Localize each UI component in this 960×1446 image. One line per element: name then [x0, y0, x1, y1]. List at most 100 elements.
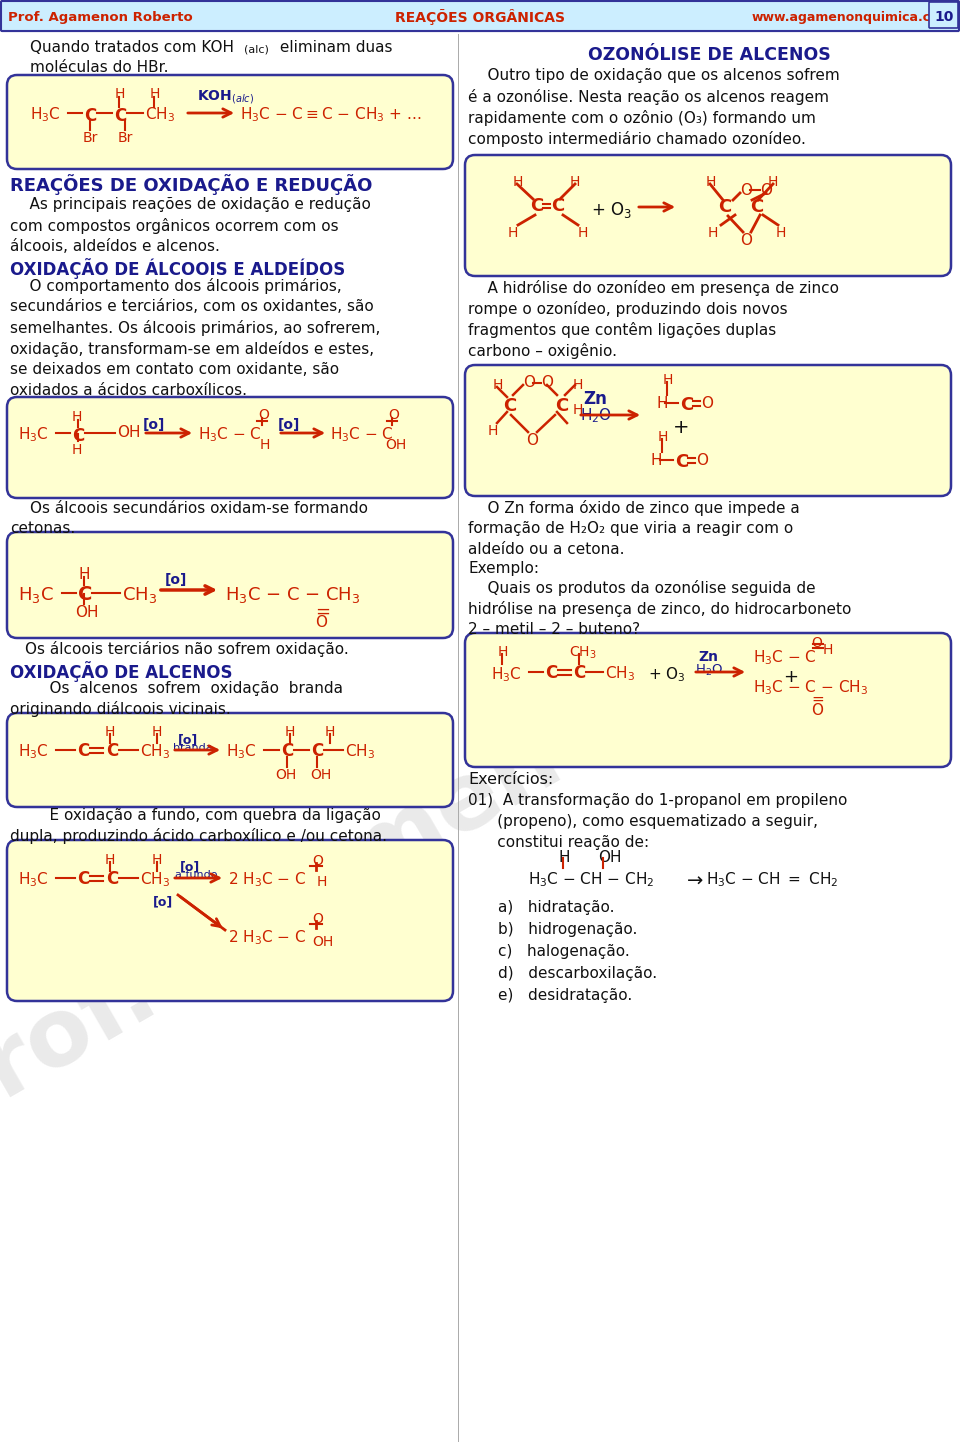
Text: H$_3$C $-$ CH $=$ CH$_2$: H$_3$C $-$ CH $=$ CH$_2$: [706, 870, 838, 889]
Text: (propeno), como esquematizado a seguir,: (propeno), como esquematizado a seguir,: [468, 814, 818, 829]
Text: $+$ O$_3$: $+$ O$_3$: [648, 665, 685, 684]
Text: H: H: [105, 724, 115, 739]
Text: Br: Br: [118, 132, 133, 145]
Text: H$_3$C $-$ C: H$_3$C $-$ C: [330, 425, 394, 444]
Text: CH$_3$: CH$_3$: [569, 645, 596, 661]
Text: oxidados a ácidos carboxílicos.: oxidados a ácidos carboxílicos.: [10, 383, 247, 398]
Text: H: H: [150, 87, 160, 101]
Text: branda: branda: [173, 743, 212, 753]
Text: H$_3$C: H$_3$C: [491, 665, 521, 684]
Text: H: H: [115, 87, 126, 101]
Text: H: H: [823, 643, 833, 656]
FancyBboxPatch shape: [7, 75, 453, 169]
Text: secundários e terciários, com os oxidantes, são: secundários e terciários, com os oxidant…: [10, 299, 373, 314]
Text: O: O: [523, 375, 535, 390]
Text: Os álcoois secundários oxidam-se formando: Os álcoois secundários oxidam-se formand…: [30, 500, 368, 516]
Text: E oxidação a fundo, com quebra da ligação: E oxidação a fundo, com quebra da ligaçã…: [30, 808, 381, 823]
Text: OH: OH: [385, 438, 406, 453]
Text: =: =: [811, 693, 824, 707]
Text: H: H: [658, 429, 668, 444]
FancyBboxPatch shape: [465, 155, 951, 276]
Text: 2 H$_3$C $-$ C: 2 H$_3$C $-$ C: [228, 870, 306, 889]
Text: H: H: [558, 850, 569, 865]
Text: 2 H$_3$C $-$ C: 2 H$_3$C $-$ C: [228, 928, 306, 947]
Text: C: C: [545, 664, 557, 683]
Text: H: H: [573, 377, 584, 392]
Text: H$_3$C: H$_3$C: [226, 742, 256, 761]
Text: H$_3$C $-$ C $-$ CH$_3$: H$_3$C $-$ C $-$ CH$_3$: [753, 678, 868, 697]
Text: H: H: [152, 724, 162, 739]
Text: composto intermediário chamado ozonídeo.: composto intermediário chamado ozonídeo.: [468, 132, 805, 147]
Text: [o]: [o]: [180, 860, 201, 873]
FancyBboxPatch shape: [7, 840, 453, 1001]
Text: H: H: [317, 875, 327, 889]
Text: [o]: [o]: [165, 573, 187, 587]
Text: Outro tipo de oxidação que os alcenos sofrem: Outro tipo de oxidação que os alcenos so…: [468, 68, 840, 82]
Text: H: H: [498, 645, 509, 659]
Text: C: C: [675, 453, 688, 471]
Text: C: C: [77, 742, 89, 761]
Text: CH$_3$: CH$_3$: [145, 106, 175, 124]
Text: O: O: [258, 408, 269, 422]
Text: 2 – metil – 2 – buteno?: 2 – metil – 2 – buteno?: [468, 622, 640, 638]
Text: Quais os produtos da ozonólise seguida de: Quais os produtos da ozonólise seguida d…: [468, 580, 816, 596]
Text: constitui reação de:: constitui reação de:: [468, 834, 649, 850]
Text: Quando tratados com KOH: Quando tratados com KOH: [30, 40, 234, 55]
Text: H$_3$C $-$ C: H$_3$C $-$ C: [753, 648, 817, 667]
FancyBboxPatch shape: [7, 398, 453, 497]
Text: H$_2$O: H$_2$O: [695, 664, 723, 678]
Text: C: C: [530, 197, 543, 215]
Text: H: H: [488, 424, 498, 438]
Text: Exercícios:: Exercícios:: [468, 772, 553, 787]
Text: fragmentos que contêm ligações duplas: fragmentos que contêm ligações duplas: [468, 322, 777, 338]
Text: H: H: [260, 438, 271, 453]
Text: REAÇÕES DE OXIDAÇÃO E REDUÇÃO: REAÇÕES DE OXIDAÇÃO E REDUÇÃO: [10, 174, 372, 195]
Text: b)   hidrogenação.: b) hidrogenação.: [498, 923, 637, 937]
Text: C: C: [680, 396, 693, 414]
Text: +: +: [673, 418, 689, 437]
Text: a fundo: a fundo: [175, 870, 218, 881]
Text: Br: Br: [83, 132, 98, 145]
Text: a)   hidratação.: a) hidratação.: [498, 899, 614, 915]
Text: O: O: [541, 375, 553, 390]
Text: KOH$_{(alc)}$: KOH$_{(alc)}$: [197, 88, 254, 106]
Text: O: O: [388, 408, 398, 422]
Text: eliminam duas: eliminam duas: [275, 40, 393, 55]
Text: Zn: Zn: [583, 390, 607, 408]
Text: OH: OH: [310, 768, 331, 782]
Text: [o]: [o]: [143, 418, 165, 432]
Text: H: H: [578, 226, 588, 240]
FancyBboxPatch shape: [1, 1, 959, 30]
Text: Zn: Zn: [698, 651, 718, 664]
Text: Prof. Agamenon: Prof. Agamenon: [0, 646, 692, 1152]
Text: H: H: [656, 396, 667, 411]
Text: OZONÓLISE DE ALCENOS: OZONÓLISE DE ALCENOS: [588, 46, 830, 64]
Text: C: C: [72, 427, 84, 445]
Text: H: H: [768, 175, 779, 189]
Text: H$_3$C: H$_3$C: [18, 586, 54, 604]
Text: H: H: [72, 442, 83, 457]
Text: H: H: [152, 853, 162, 868]
Text: hidrólise na presença de zinco, do hidrocarboneto: hidrólise na presença de zinco, do hidro…: [468, 602, 852, 617]
Text: O: O: [740, 233, 752, 249]
Text: OH: OH: [117, 425, 140, 440]
Text: CH$_3$: CH$_3$: [605, 664, 636, 683]
Text: + O$_3$: + O$_3$: [591, 200, 632, 220]
FancyBboxPatch shape: [7, 713, 453, 807]
Text: H: H: [72, 411, 83, 424]
Text: H$_3$C $-$ C $-$ CH$_3$: H$_3$C $-$ C $-$ CH$_3$: [225, 586, 361, 604]
Text: As principais reações de oxidação e redução: As principais reações de oxidação e redu…: [10, 197, 371, 213]
Text: com compostos orgânicos ocorrem com os: com compostos orgânicos ocorrem com os: [10, 218, 339, 234]
Text: H: H: [651, 453, 662, 469]
Text: H$_3$C: H$_3$C: [30, 106, 60, 124]
Text: é a ozonólise. Nesta reação os alcenos reagem: é a ozonólise. Nesta reação os alcenos r…: [468, 90, 829, 106]
Text: H$_3$C $-$ CH $-$ CH$_2$: H$_3$C $-$ CH $-$ CH$_2$: [528, 870, 655, 889]
Text: C: C: [84, 107, 96, 124]
Text: H: H: [285, 724, 296, 739]
Text: C: C: [718, 198, 732, 215]
Text: O: O: [701, 396, 713, 411]
Text: H$_3$C: H$_3$C: [18, 870, 49, 889]
Text: H: H: [573, 403, 584, 416]
Text: rompe o ozonídeo, produzindo dois novos: rompe o ozonídeo, produzindo dois novos: [468, 301, 787, 317]
Text: O: O: [760, 184, 772, 198]
